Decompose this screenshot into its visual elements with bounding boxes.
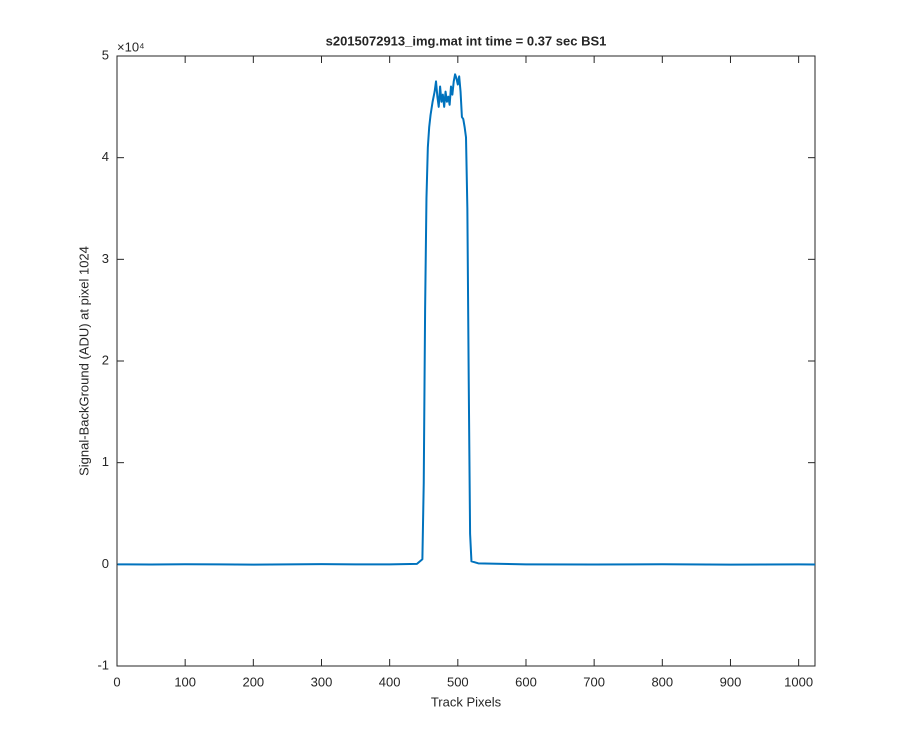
y-axis-label: Signal-BackGround (ADU) at pixel 1024 xyxy=(76,246,91,476)
y-tick-label: 2 xyxy=(102,352,109,367)
x-tick-label: 600 xyxy=(515,674,537,689)
x-tick-label: 400 xyxy=(379,674,401,689)
y-tick-label: 5 xyxy=(102,47,109,62)
x-tick-label: 100 xyxy=(174,674,196,689)
y-tick-label: 4 xyxy=(102,149,109,164)
chart-title: s2015072913_img.mat int time = 0.37 sec … xyxy=(326,33,607,48)
x-tick-label: 200 xyxy=(242,674,264,689)
x-tick-label: 300 xyxy=(311,674,333,689)
x-tick-label: 800 xyxy=(651,674,673,689)
y-tick-label: -1 xyxy=(97,657,109,672)
x-tick-label: 1000 xyxy=(784,674,813,689)
y-tick-label: 0 xyxy=(102,556,109,571)
x-tick-label: 500 xyxy=(447,674,469,689)
x-axis-label: Track Pixels xyxy=(431,694,502,709)
y-tick-label: 1 xyxy=(102,454,109,469)
x-tick-label: 700 xyxy=(583,674,605,689)
x-tick-label: 900 xyxy=(720,674,742,689)
y-scale-label: ×10⁴ xyxy=(117,39,145,54)
y-tick-label: 3 xyxy=(102,251,109,266)
data-line xyxy=(117,73,816,566)
x-tick-label: 0 xyxy=(113,674,120,689)
